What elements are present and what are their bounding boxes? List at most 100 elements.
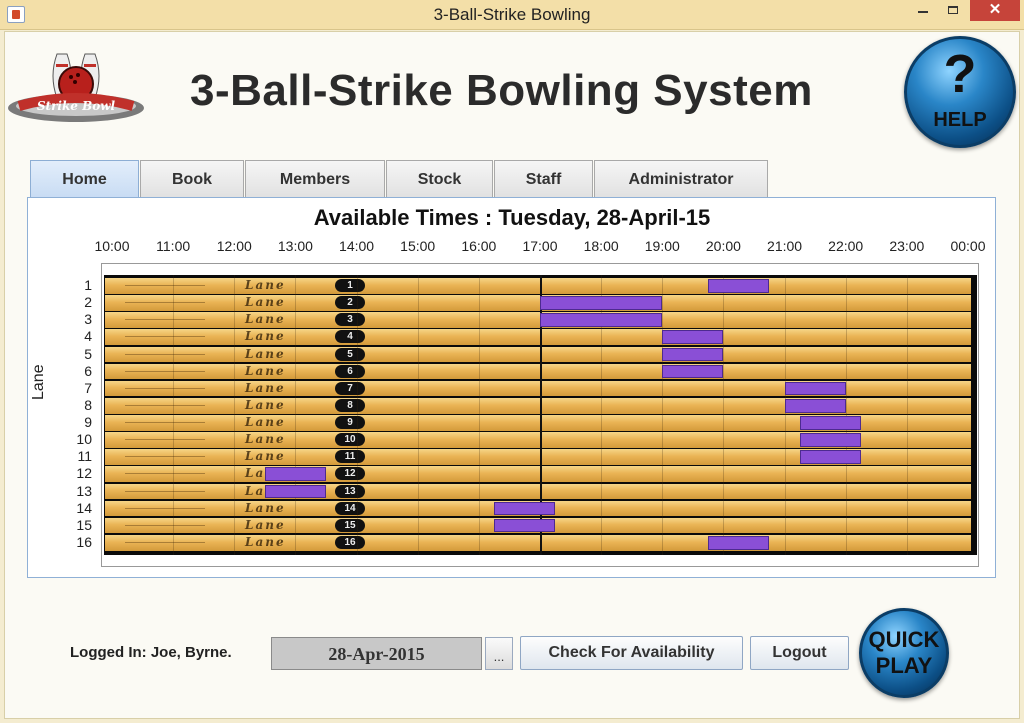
lane-tick-label: 1 [84,277,92,293]
tab-home[interactable]: Home [30,160,139,199]
x-tick-label: 20:00 [705,238,741,254]
lane-tick-label: 2 [84,294,92,311]
lane-row: Lane 7 [105,380,971,397]
lane-number-badge: 11 [335,450,365,464]
hour-gridline [784,275,786,555]
lane-tick-label: 16 [76,533,92,550]
lane-tick-label: 10 [76,431,92,448]
lane-schedule-chart[interactable]: Lane 1 Lane 2 Lane 3 Lane 4 Lane 5 Lane 6 Lane 7 Lane 8… [104,275,977,555]
booking-bar[interactable] [784,381,846,396]
app-title: 3-Ball-Strike Bowling System [190,66,813,115]
lane-tick-label: 6 [84,362,92,379]
bowling-pins-logo: Strike Bowl [8,53,144,122]
lane-streak [125,541,205,543]
close-button[interactable]: ✕ [970,0,1020,21]
lane-row: Lane 4 [105,329,971,345]
time-axis: 10:00 11:00 12:00 13:00 14:00 15:00 16:00 17:00… [0,238,1024,258]
window-titlebar: 3-Ball-Strike Bowling ✕ [0,0,1024,30]
maximize-button[interactable] [938,0,968,21]
booking-bar[interactable] [708,535,770,550]
tab-staff[interactable]: Staff [494,160,593,197]
lane-number-badge: 4 [335,330,365,344]
x-tick-label: 11:00 [156,238,191,254]
date-picker-button[interactable]: ... [485,637,513,670]
lane-number-badge: 1 [335,279,365,292]
hour-gridline [478,275,480,555]
lane-axis: 1 2 3 4 5 6 7 8 9 10 11 12 13 14 15 16 [60,275,95,555]
tab-book[interactable]: Book [140,160,244,197]
date-field[interactable]: 28-Apr-2015 [271,637,482,670]
hour-gridline [906,275,908,555]
quick-play-button[interactable]: QUICK PLAY [859,608,949,698]
lane-image-text: Lane [245,346,286,361]
help-button[interactable]: ? HELP [904,36,1016,148]
lane-tick-label: 8 [84,396,92,413]
lane-streak [125,404,205,406]
lane-tick-label: 9 [84,414,92,430]
hour-gridline [356,275,358,555]
lane-streak [125,473,205,475]
logout-button[interactable]: Logout [750,636,849,670]
lane-image-text: Lane [245,415,286,429]
lane-image-text: Lane [245,329,286,344]
hour-gridline [601,275,603,555]
lane-number-badge: 8 [335,398,365,412]
lane-number-badge: 12 [335,467,365,481]
window-title: 3-Ball-Strike Bowling [433,5,591,24]
minimize-button[interactable] [908,0,938,21]
close-icon: ✕ [988,1,1002,18]
lane-row: Lane 8 [105,397,971,414]
lane-number-badge: 10 [335,433,365,447]
booking-bar[interactable] [540,313,663,327]
svg-text:Strike Bowl: Strike Bowl [37,99,116,113]
booking-bar[interactable] [799,416,861,430]
logged-in-label: Logged In: Joe, Byrne. [70,644,232,661]
lane-row: Lane 9 [105,415,971,431]
minimize-icon [918,11,928,13]
lane-tick-label: 4 [84,328,92,345]
lane-streak [125,439,205,441]
hour-gridline [173,275,175,555]
lane-number-badge: 9 [335,416,365,429]
lane-number-badge: 3 [335,313,365,327]
lane-streak [125,370,205,372]
lane-streak [125,285,205,286]
tab-administrator[interactable]: Administrator [594,160,768,197]
lane-number-badge: 6 [335,364,365,378]
lane-tick-label: 14 [76,499,92,516]
booking-bar[interactable] [662,364,724,379]
booking-bar[interactable] [784,398,846,413]
tab-stock[interactable]: Stock [386,160,493,197]
lane-image-text: Lane [245,500,286,515]
lane-row: Lane 5 [105,346,971,363]
booking-bar[interactable] [662,330,724,344]
lane-streak [125,422,205,423]
booking-bar[interactable] [540,296,663,310]
x-tick-label: 23:00 [889,238,925,254]
x-tick-label: 17:00 [522,238,558,254]
booking-bar[interactable] [799,433,861,447]
lane-streak [125,524,205,526]
hour-gridline [234,275,236,555]
x-tick-label: 00:00 [950,238,986,254]
lane-image-text: Lane [245,449,286,464]
booking-bar[interactable] [799,450,861,464]
x-tick-label: 22:00 [828,238,864,254]
lane-streak [125,490,205,492]
lane-streak [125,319,205,321]
booking-bar[interactable] [264,484,326,499]
booking-bar[interactable] [708,279,770,293]
booking-bar[interactable] [494,518,556,533]
help-label: HELP [933,109,987,131]
lane-tick-label: 15 [76,516,92,533]
lane-number-badge: 5 [335,347,365,361]
hour-gridline [662,275,664,555]
booking-bar[interactable] [264,467,326,481]
booking-bar[interactable] [662,347,724,362]
check-availability-button[interactable]: Check For Availability [520,636,743,670]
tab-members[interactable]: Members [245,160,385,197]
lane-number-badge: 7 [335,381,365,395]
booking-bar[interactable] [494,501,556,516]
lane-image-text: Lane [245,397,286,412]
lane-image-text: Lane [245,432,286,447]
